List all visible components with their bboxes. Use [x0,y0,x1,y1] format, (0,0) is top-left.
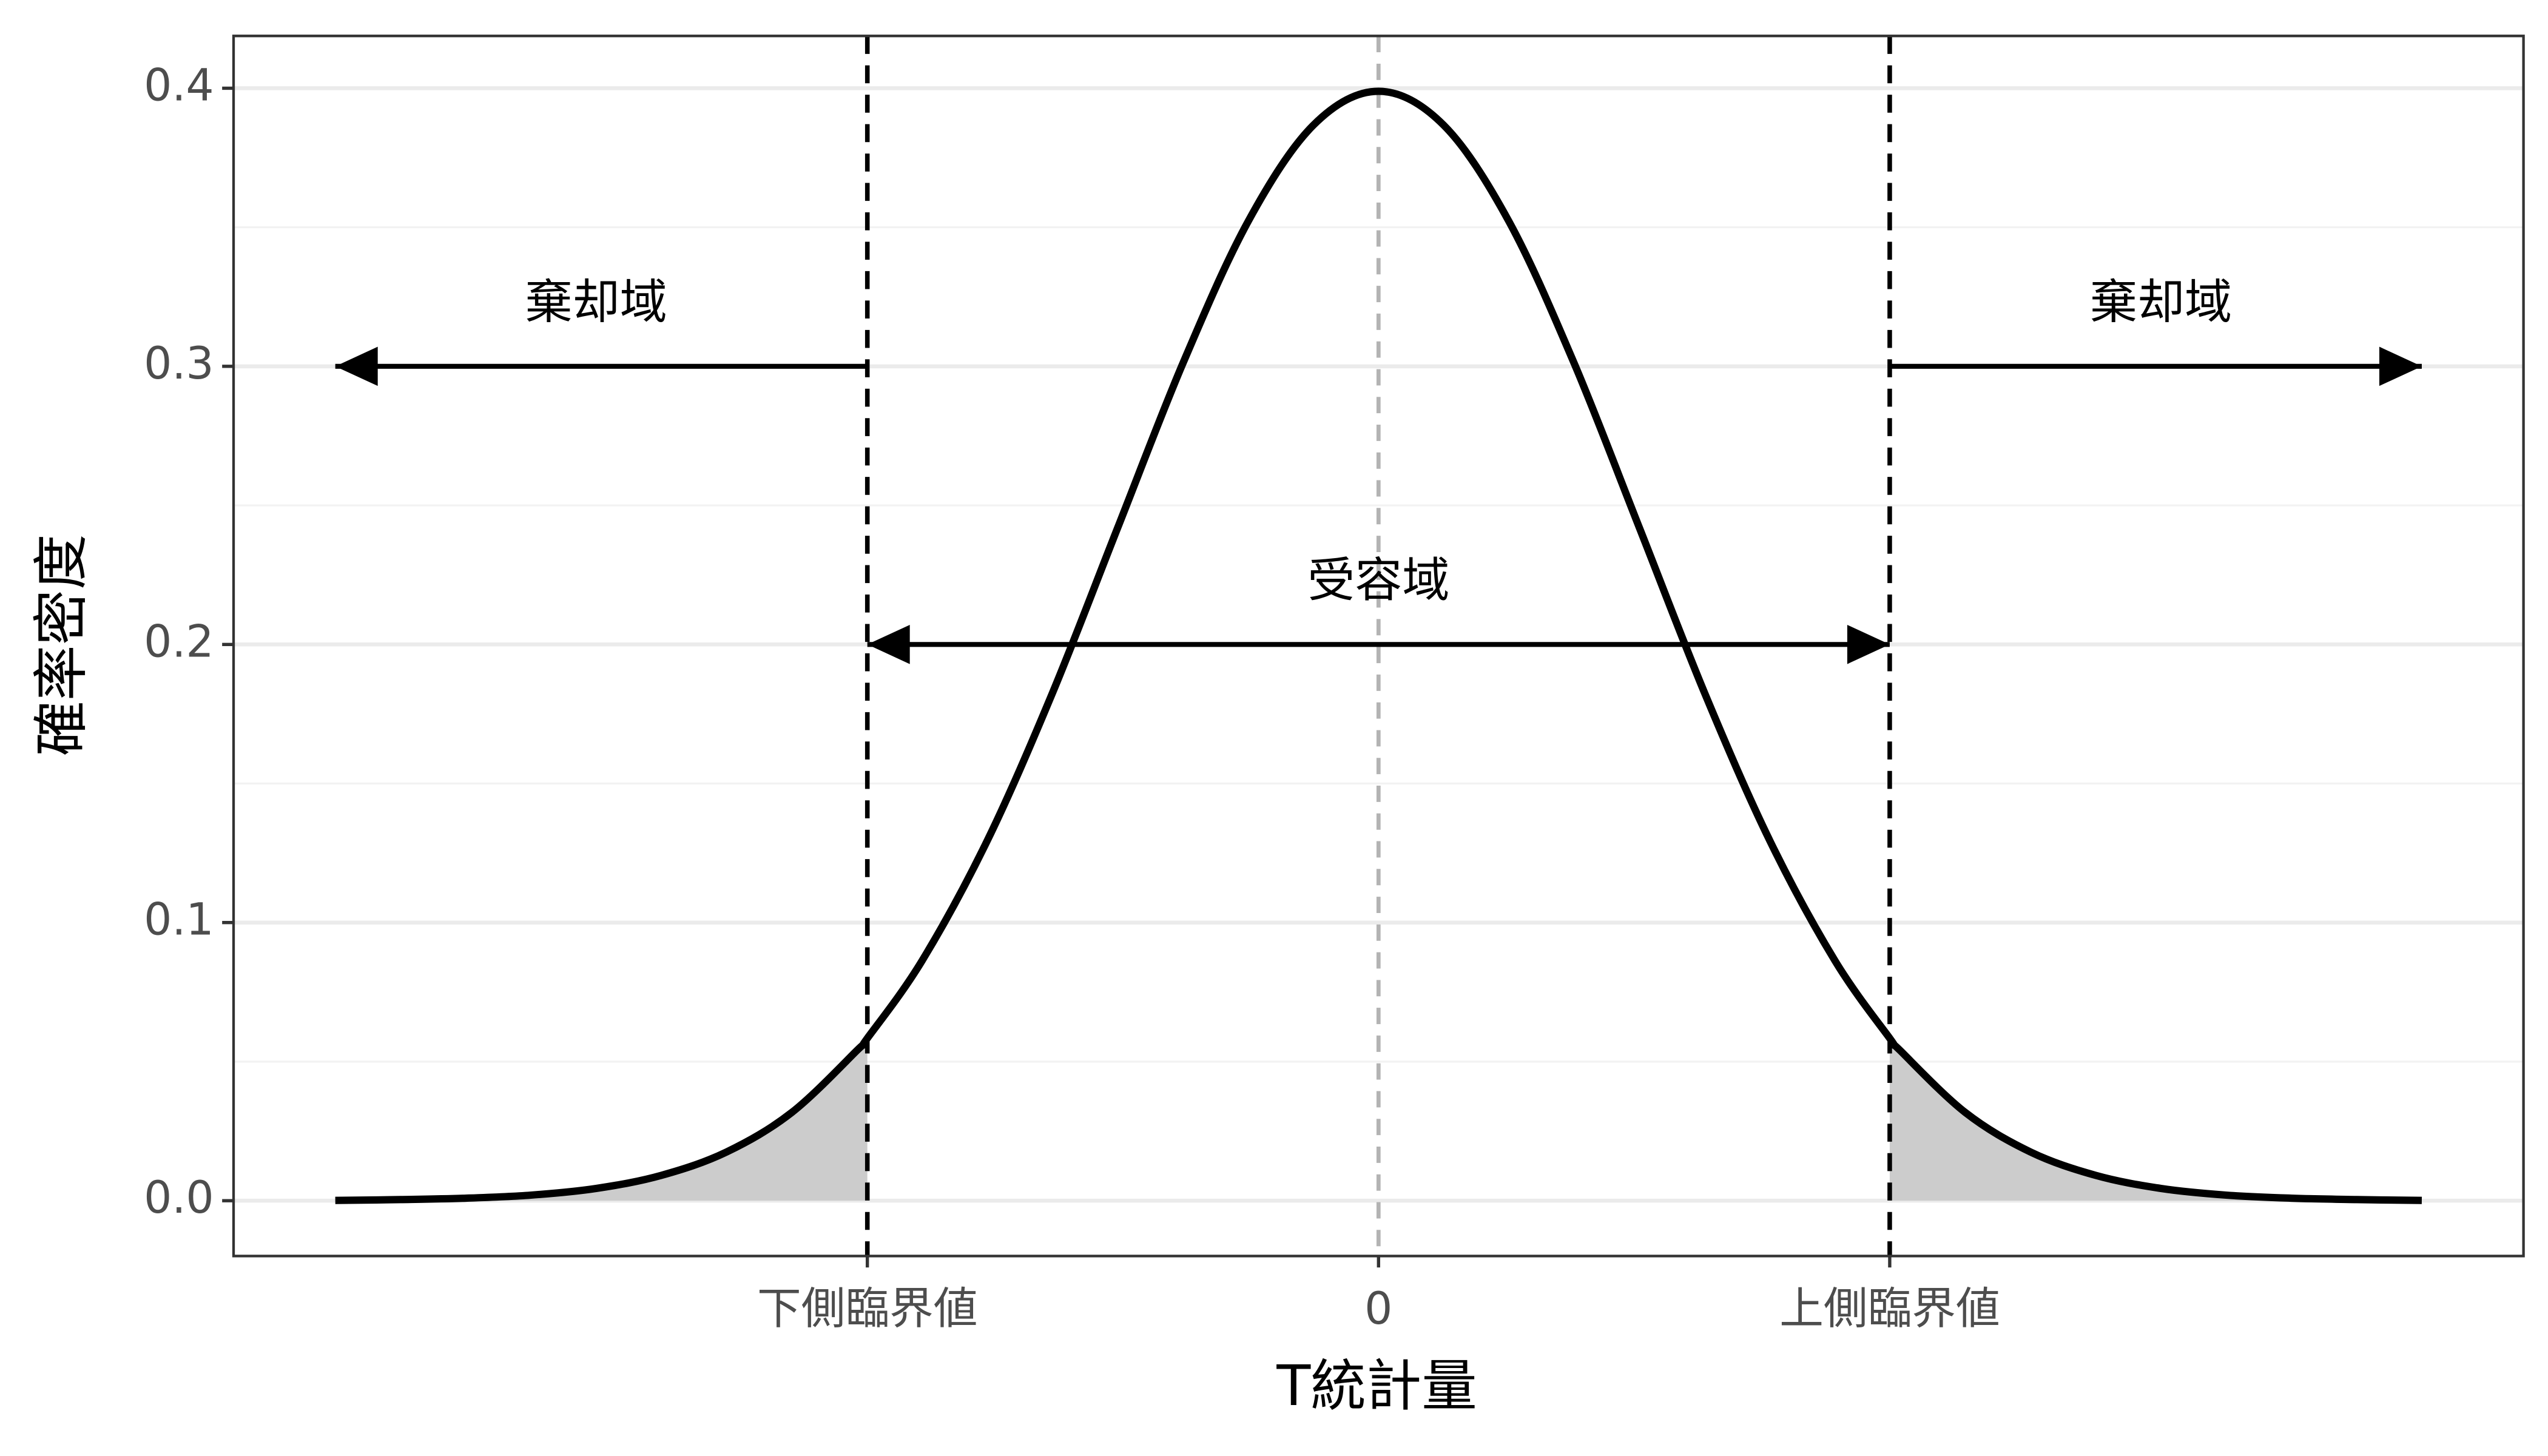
y-tick-label: 0.2 [144,616,214,667]
arrow-head [1847,624,1890,664]
density-line [335,87,2422,1204]
arrow-head [2379,346,2422,386]
x-tick-label: 0 [1364,1284,1392,1335]
y-tick-label: 0.3 [144,339,214,389]
annotation: 受容域 [1307,553,1449,608]
arrow-head [335,346,378,386]
y-tick-label: 0.4 [144,60,214,111]
arrow-head [867,624,910,664]
panel-border [232,35,2525,1258]
x-tick-label: 下側臨界値 [757,1284,977,1335]
annotation: 棄却域 [2090,275,2232,329]
tail-area [1889,1038,2422,1201]
x-axis-title: T統計量 [1276,1353,1477,1418]
x-tick-label: 上側臨界値 [1779,1284,2000,1335]
annotation: 棄却域 [525,275,667,329]
tail-area [335,1038,868,1201]
y-axis-title: 確率密度 [29,534,94,756]
y-tick-label: 0.0 [144,1173,214,1224]
y-tick-label: 0.1 [144,895,214,946]
